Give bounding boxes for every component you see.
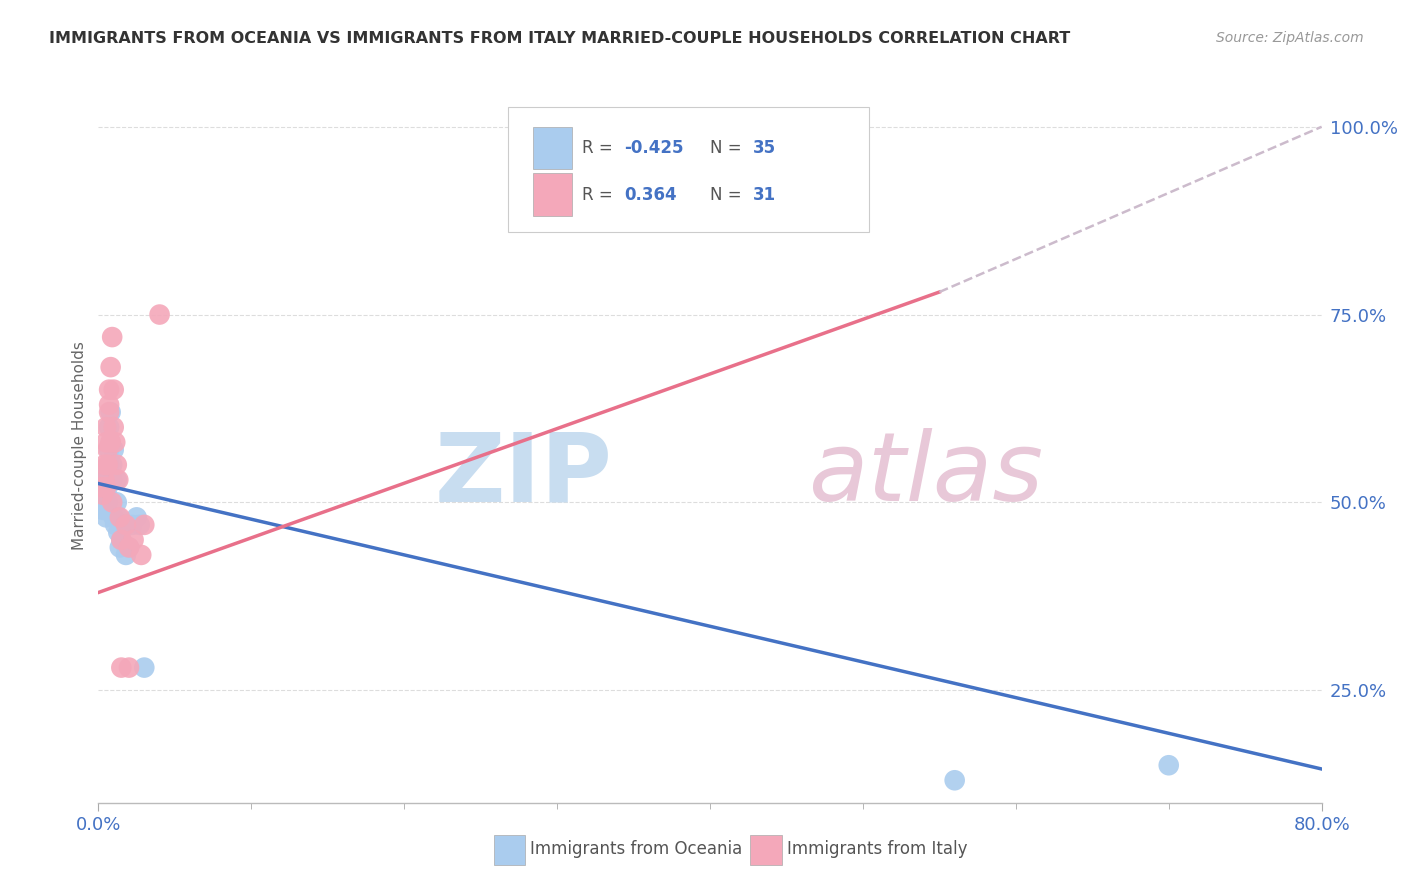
Point xyxy=(115,517,138,532)
FancyBboxPatch shape xyxy=(533,173,572,216)
Point xyxy=(118,541,141,555)
Point xyxy=(94,480,117,494)
Text: IMMIGRANTS FROM OCEANIA VS IMMIGRANTS FROM ITALY MARRIED-COUPLE HOUSEHOLDS CORRE: IMMIGRANTS FROM OCEANIA VS IMMIGRANTS FR… xyxy=(49,31,1070,46)
Point xyxy=(97,442,120,457)
Text: 35: 35 xyxy=(752,139,776,157)
Point xyxy=(103,420,125,434)
Point xyxy=(98,398,121,412)
Point xyxy=(100,435,122,450)
Point xyxy=(101,458,124,472)
Point xyxy=(1157,758,1180,772)
FancyBboxPatch shape xyxy=(494,835,526,865)
Text: R =: R = xyxy=(582,186,617,203)
Point xyxy=(149,308,172,322)
Text: ZIP: ZIP xyxy=(434,428,612,521)
Text: Immigrants from Italy: Immigrants from Italy xyxy=(787,840,967,858)
FancyBboxPatch shape xyxy=(751,835,782,865)
Point xyxy=(110,533,132,547)
Point xyxy=(94,480,117,494)
Point xyxy=(98,442,121,457)
Point xyxy=(103,442,125,457)
Point xyxy=(134,517,156,532)
Point xyxy=(103,383,125,397)
Point xyxy=(97,495,120,509)
Point xyxy=(110,660,132,674)
Point xyxy=(118,541,141,555)
Point xyxy=(100,405,122,419)
Point xyxy=(98,405,121,419)
Y-axis label: Married-couple Households: Married-couple Households xyxy=(72,342,87,550)
Point xyxy=(105,495,128,509)
FancyBboxPatch shape xyxy=(533,127,572,169)
Point xyxy=(105,458,128,472)
Point xyxy=(94,435,117,450)
Point xyxy=(90,480,112,494)
Point xyxy=(104,435,127,450)
Point xyxy=(107,473,129,487)
Text: -0.425: -0.425 xyxy=(624,139,683,157)
Point xyxy=(98,383,121,397)
Point xyxy=(93,458,115,472)
Text: Source: ZipAtlas.com: Source: ZipAtlas.com xyxy=(1216,31,1364,45)
Point xyxy=(943,773,966,788)
Point xyxy=(101,473,124,487)
FancyBboxPatch shape xyxy=(508,107,869,232)
Point xyxy=(125,510,148,524)
Point xyxy=(94,420,117,434)
Point xyxy=(91,495,114,509)
Text: N =: N = xyxy=(710,186,747,203)
Point xyxy=(93,473,115,487)
Point xyxy=(98,458,121,472)
Point xyxy=(111,517,134,532)
Point xyxy=(97,480,120,494)
Point xyxy=(107,510,129,524)
Point xyxy=(110,533,132,547)
Point xyxy=(93,473,115,487)
Point xyxy=(118,660,141,674)
Point xyxy=(94,510,117,524)
Point xyxy=(90,480,112,494)
Point xyxy=(108,510,131,524)
Point xyxy=(91,488,114,502)
Point xyxy=(91,503,114,517)
Point xyxy=(121,517,143,532)
Point xyxy=(115,548,138,562)
Text: R =: R = xyxy=(582,139,617,157)
Point xyxy=(103,510,125,524)
Point xyxy=(101,330,124,344)
Point xyxy=(105,473,128,487)
Point xyxy=(97,458,120,472)
Point xyxy=(107,525,129,540)
Point xyxy=(129,548,152,562)
Point xyxy=(108,541,131,555)
Text: atlas: atlas xyxy=(808,428,1043,521)
Point xyxy=(128,517,150,532)
Point xyxy=(93,488,115,502)
Text: N =: N = xyxy=(710,139,747,157)
Text: Immigrants from Oceania: Immigrants from Oceania xyxy=(530,840,742,858)
Point xyxy=(100,360,122,375)
Point xyxy=(122,533,145,547)
Point xyxy=(98,420,121,434)
Point xyxy=(101,495,124,509)
Text: 31: 31 xyxy=(752,186,776,203)
Point xyxy=(134,660,156,674)
Text: 0.364: 0.364 xyxy=(624,186,678,203)
Point xyxy=(100,435,122,450)
Point xyxy=(104,517,127,532)
Point xyxy=(94,465,117,479)
